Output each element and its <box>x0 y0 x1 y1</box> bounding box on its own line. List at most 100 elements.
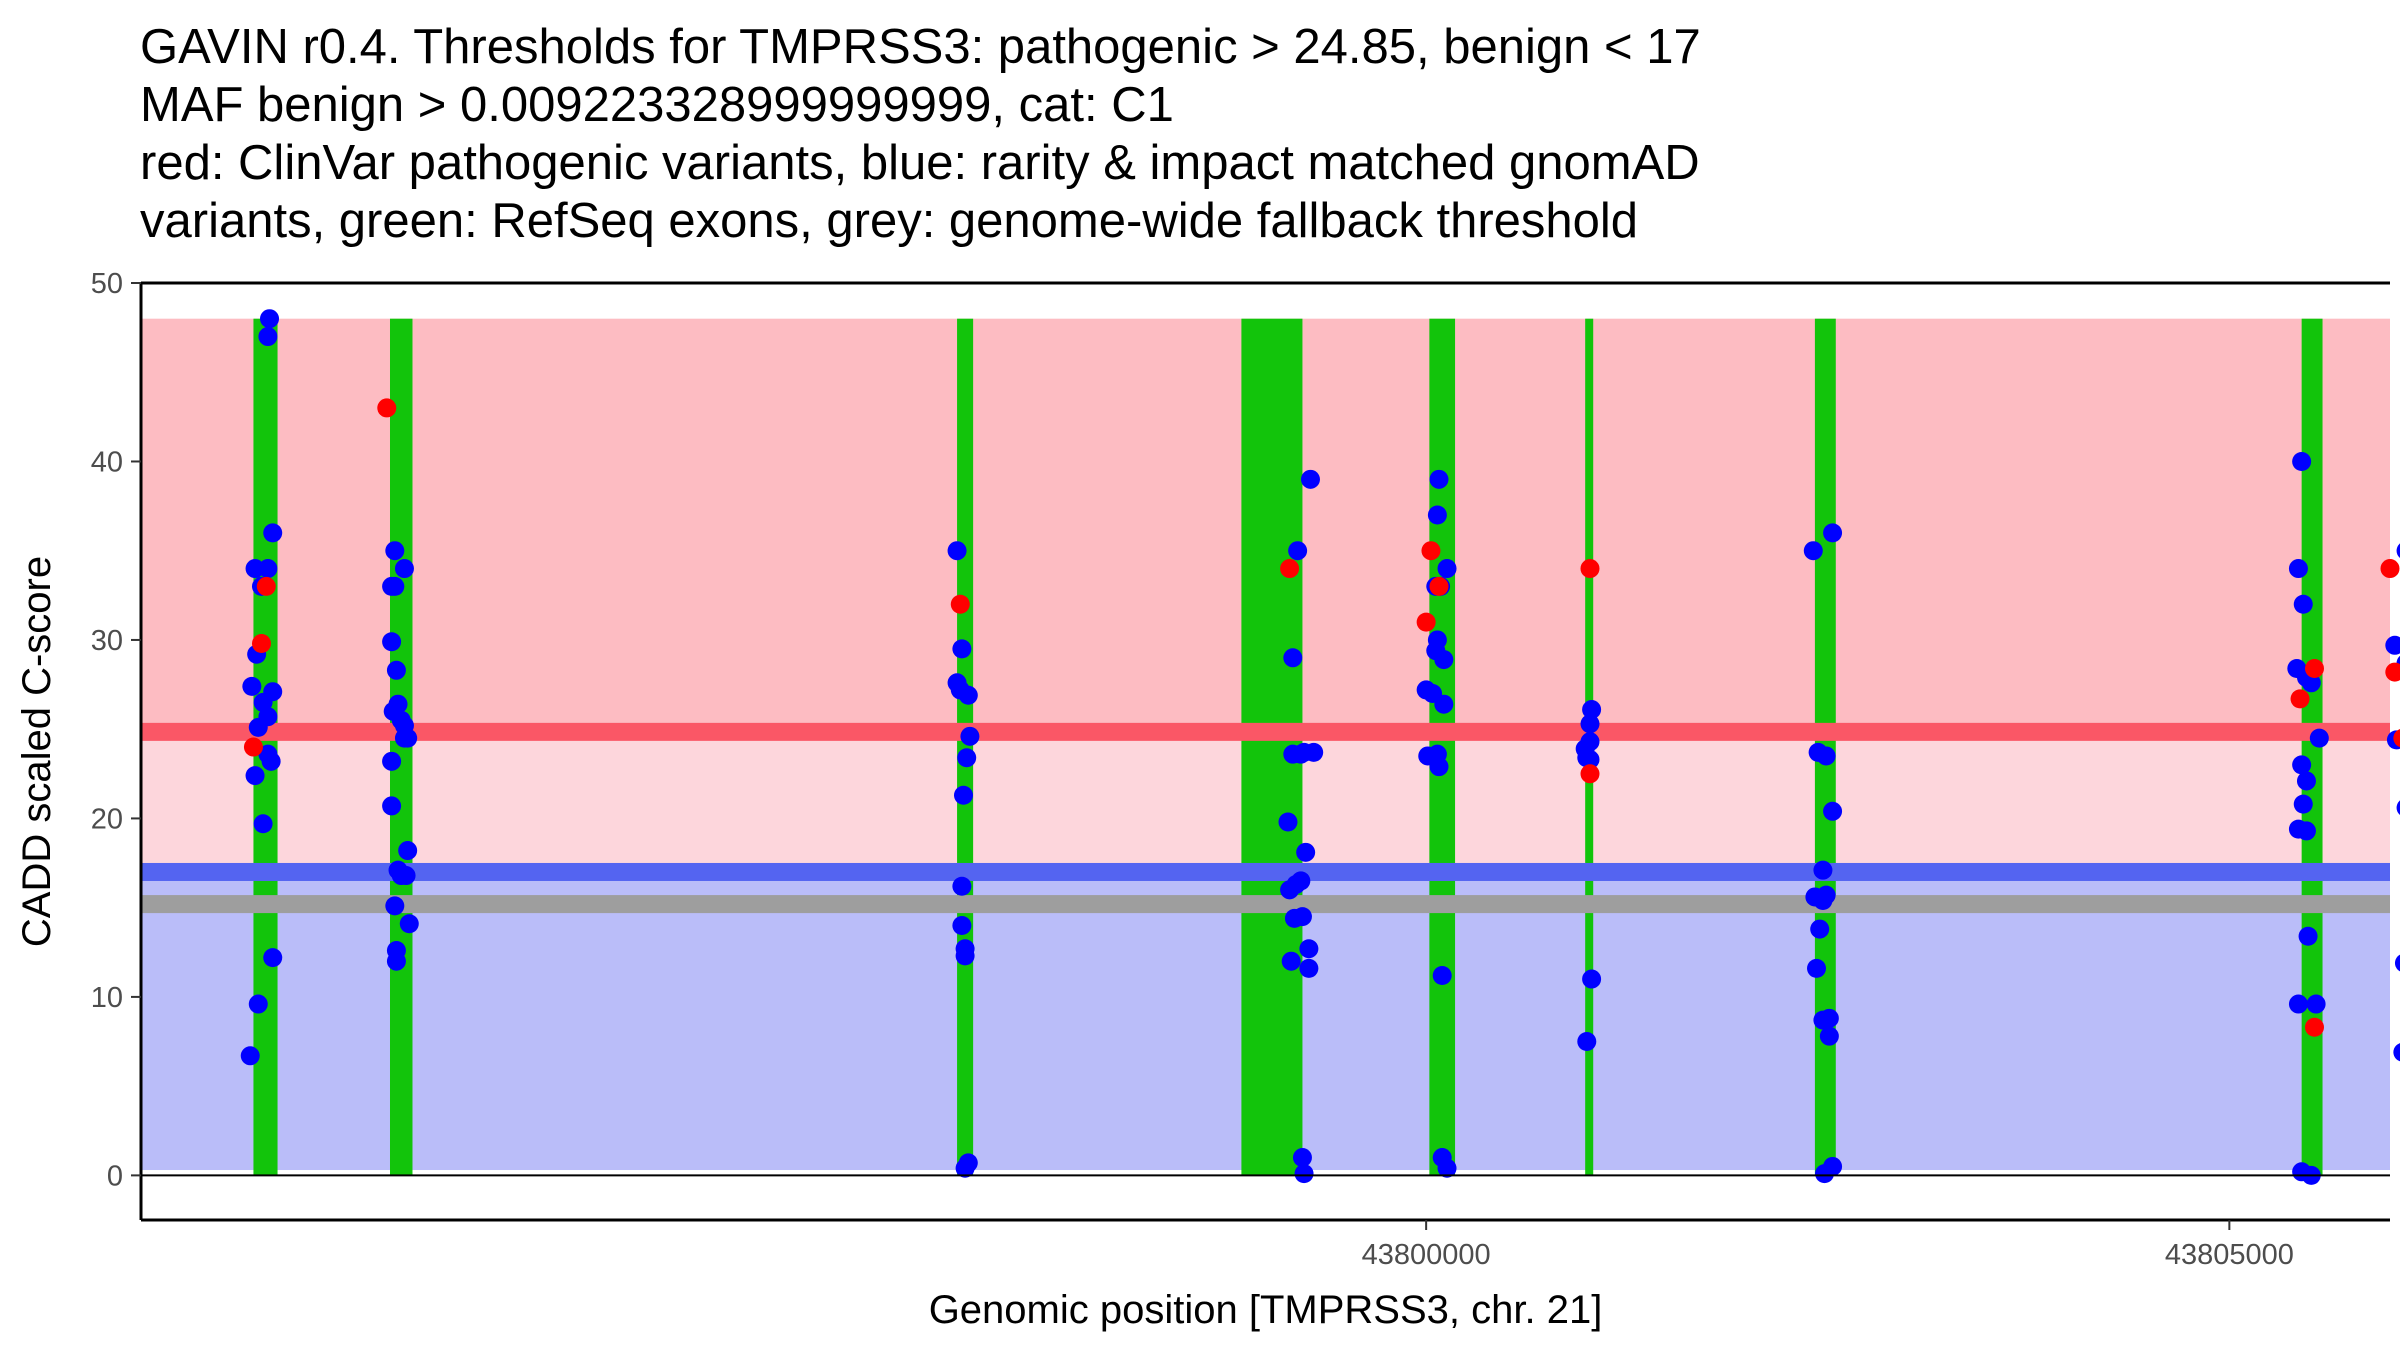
gnomad-point <box>386 660 406 680</box>
title-line-1: GAVIN r0.4. Thresholds for TMPRSS3: path… <box>140 20 1701 74</box>
gnomad-point <box>2293 794 2313 814</box>
gnomad-point <box>1437 1158 1457 1178</box>
x-tick-label: 43805000 <box>2165 1239 2294 1271</box>
gnomad-point <box>258 559 278 579</box>
gnomad-point <box>263 948 283 968</box>
title-line-4: variants, green: RefSeq exons, grey: gen… <box>140 194 1639 248</box>
gnomad-point <box>2296 771 2316 791</box>
gnomad-point <box>1580 750 1600 770</box>
y-tick-label: 20 <box>91 803 123 835</box>
gnomad-point <box>1582 969 1602 989</box>
gnomad-point <box>952 916 972 936</box>
pathogenic-threshold-line <box>141 722 2390 741</box>
gnomad-point <box>1288 541 1308 561</box>
gnomad-point <box>947 541 967 561</box>
gnomad-point <box>253 692 273 712</box>
gnomad-point <box>386 951 406 971</box>
gnomad-point <box>2296 821 2316 841</box>
gnomad-point <box>2394 954 2400 972</box>
gnomad-point <box>248 717 268 737</box>
gnomad-point <box>955 1158 975 1178</box>
y-tick-label: 40 <box>91 446 123 478</box>
gnomad-point <box>957 748 977 768</box>
gnomad-point <box>1427 505 1447 525</box>
gnomad-point <box>1819 1026 1839 1046</box>
gnomad-point <box>1434 650 1454 670</box>
axes: 0 10 20 30 40 50 43800000 43805000 <box>91 268 2390 1271</box>
clinvar-point <box>377 398 397 418</box>
gnomad-point <box>1292 1148 1312 1168</box>
gnomad-point <box>1815 1164 1835 1184</box>
clinvar-point <box>1580 764 1600 784</box>
clinvar-point <box>2380 559 2400 579</box>
gnomad-point <box>1281 951 1301 971</box>
gnomad-point <box>382 751 402 771</box>
gnomad-point <box>1299 939 1319 959</box>
fallback-threshold-line <box>141 895 2390 914</box>
gnomad-point <box>1432 965 1452 985</box>
gnomad-point <box>955 946 975 966</box>
gnomad-point <box>399 914 419 934</box>
gnomad-point <box>1813 860 1833 880</box>
gnomad-point <box>398 728 418 748</box>
gnomad-point <box>2298 926 2318 946</box>
gnomad-point <box>385 896 405 916</box>
gnomad-point <box>258 744 278 764</box>
clinvar-point <box>1280 559 1300 579</box>
y-axis-label: CADD scaled C-score <box>15 556 59 947</box>
gnomad-point <box>2301 673 2321 693</box>
gnomad-point <box>1816 746 1836 766</box>
gnomad-point <box>1819 1008 1839 1028</box>
gnomad-point <box>263 523 283 543</box>
gnomad-point <box>958 685 978 705</box>
gnomad-point <box>2292 451 2312 471</box>
gnomad-point <box>1278 812 1298 832</box>
gnomad-point <box>1803 541 1823 561</box>
title-line-3: red: ClinVar pathogenic variants, blue: … <box>140 136 1700 190</box>
gnomad-point <box>1292 907 1312 927</box>
gnomad-point <box>248 994 268 1014</box>
clinvar-point <box>251 634 271 654</box>
clinvar-point <box>256 576 276 596</box>
gnomad-point <box>1807 958 1827 978</box>
x-tick-label: 43800000 <box>1362 1239 1491 1271</box>
gnomad-point <box>2306 994 2326 1014</box>
chart-title: GAVIN r0.4. Thresholds for TMPRSS3: path… <box>140 18 2380 250</box>
gnomad-point <box>1810 919 1830 939</box>
exon-bar <box>957 318 974 1176</box>
y-tick-label: 50 <box>91 268 123 300</box>
gnomad-point <box>2293 594 2313 614</box>
gnomad-point <box>2396 800 2400 816</box>
clinvar-point <box>243 737 263 757</box>
gnomad-point <box>953 785 973 805</box>
gnomad-point <box>1577 1032 1597 1052</box>
title-line-2: MAF benign > 0.009223328999999999, cat: … <box>140 78 1174 132</box>
gnomad-point <box>1304 742 1324 762</box>
gnomad-point <box>1823 801 1843 821</box>
gnomad-point <box>1437 559 1457 579</box>
gnomad-point <box>1580 714 1600 734</box>
gnomad-point <box>385 541 405 561</box>
gnomad-point <box>253 814 273 834</box>
clinvar-point <box>2304 1017 2324 1037</box>
gnomad-points <box>240 309 2400 1185</box>
clinvar-points <box>243 398 2400 1037</box>
gnomad-point <box>2292 755 2312 775</box>
gnomad-point <box>385 576 405 596</box>
clinvar-point <box>1580 559 1600 579</box>
clinvar-point <box>2393 729 2400 748</box>
gnomad-point <box>258 327 278 347</box>
gnomad-point <box>1823 523 1843 543</box>
y-tick-label: 10 <box>91 982 123 1014</box>
gnomad-point <box>2396 543 2400 559</box>
benign-threshold-line <box>141 862 2390 881</box>
gnomad-point <box>952 639 972 659</box>
gnomad-point <box>952 876 972 896</box>
clinvar-point <box>2385 662 2400 682</box>
y-tick-label: 0 <box>107 1160 123 1192</box>
gnomad-point <box>382 632 402 652</box>
gnomad-point <box>1582 700 1602 720</box>
gnomad-point <box>245 766 265 786</box>
gnomad-point <box>1429 469 1449 489</box>
